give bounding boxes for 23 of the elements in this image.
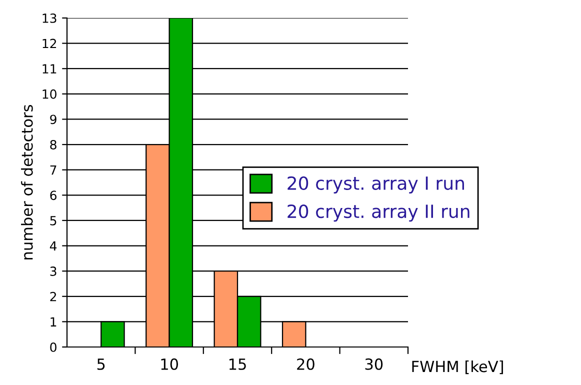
x-tick-label: 5 <box>97 358 105 370</box>
x-axis-title: FWHM [keV] <box>412 360 503 374</box>
y-tick-label: 1 <box>50 317 56 326</box>
y-tick-label: 9 <box>50 114 56 124</box>
y-tick-label: 13 <box>42 13 56 23</box>
y-tick-label: 0 <box>50 342 56 352</box>
x-tick-label: 30 <box>365 358 383 370</box>
y-tick-label: 10 <box>42 89 56 99</box>
y-tick-label: 8 <box>50 140 56 150</box>
y-tick-label: 4 <box>50 241 57 251</box>
y-tick-label: 7 <box>50 165 56 175</box>
y-tick-label: 5 <box>50 216 56 226</box>
x-tick-label: 10 <box>161 358 178 370</box>
y-tick-label: 2 <box>50 292 56 302</box>
x-tick-label: 15 <box>229 358 246 370</box>
y-tick-label: 3 <box>50 266 56 276</box>
y-axis-title: number of detectors <box>21 104 33 260</box>
y-tick-label: 11 <box>42 64 56 74</box>
x-tick-label: 20 <box>297 358 314 370</box>
legend-label: 20 cryst. array I run <box>288 176 464 194</box>
y-tick-label: 6 <box>50 190 56 200</box>
legend-label: 20 cryst. array II run <box>288 204 470 222</box>
y-tick-label: 12 <box>42 38 56 48</box>
